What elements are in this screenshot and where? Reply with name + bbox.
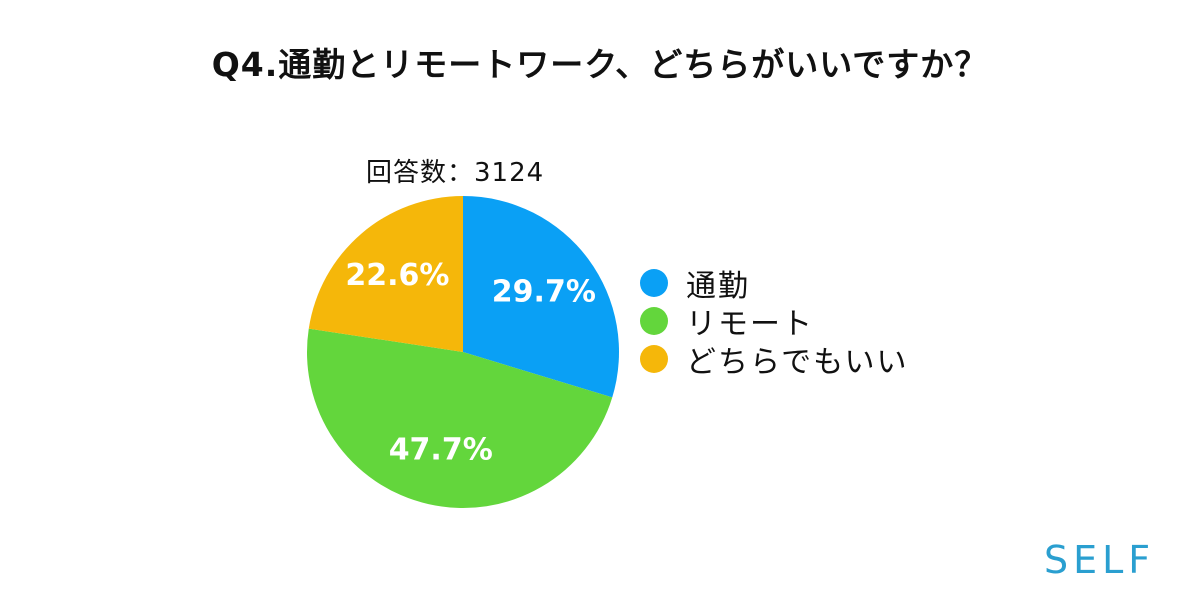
legend-swatch [640,269,668,297]
legend-swatch [640,345,668,373]
brand-logo: SELF [1044,538,1156,582]
legend-label: 通勤 [686,269,750,304]
legend: 通勤 リモート どちらでもいい [640,264,909,380]
pie-slice-remote [307,328,613,508]
chart-title: Q4.通勤とリモートワーク、どちらがいいですか？ [211,45,989,84]
legend-label: リモート [686,307,814,342]
pie-label-commute: 29.7% [492,275,596,310]
legend-item-remote: リモート [640,302,909,342]
pie-slice-either [308,196,463,352]
pie-slice-commute [463,196,620,398]
pie-label-either: 22.6% [345,258,449,293]
legend-swatch [640,307,668,335]
respondent-count: 回答数：3124 [366,158,545,188]
legend-item-either: どちらでもいい [640,340,909,380]
legend-label: どちらでもいい [686,345,909,380]
pie-label-remote: 47.7% [389,433,493,468]
legend-item-commute: 通勤 [640,264,909,304]
